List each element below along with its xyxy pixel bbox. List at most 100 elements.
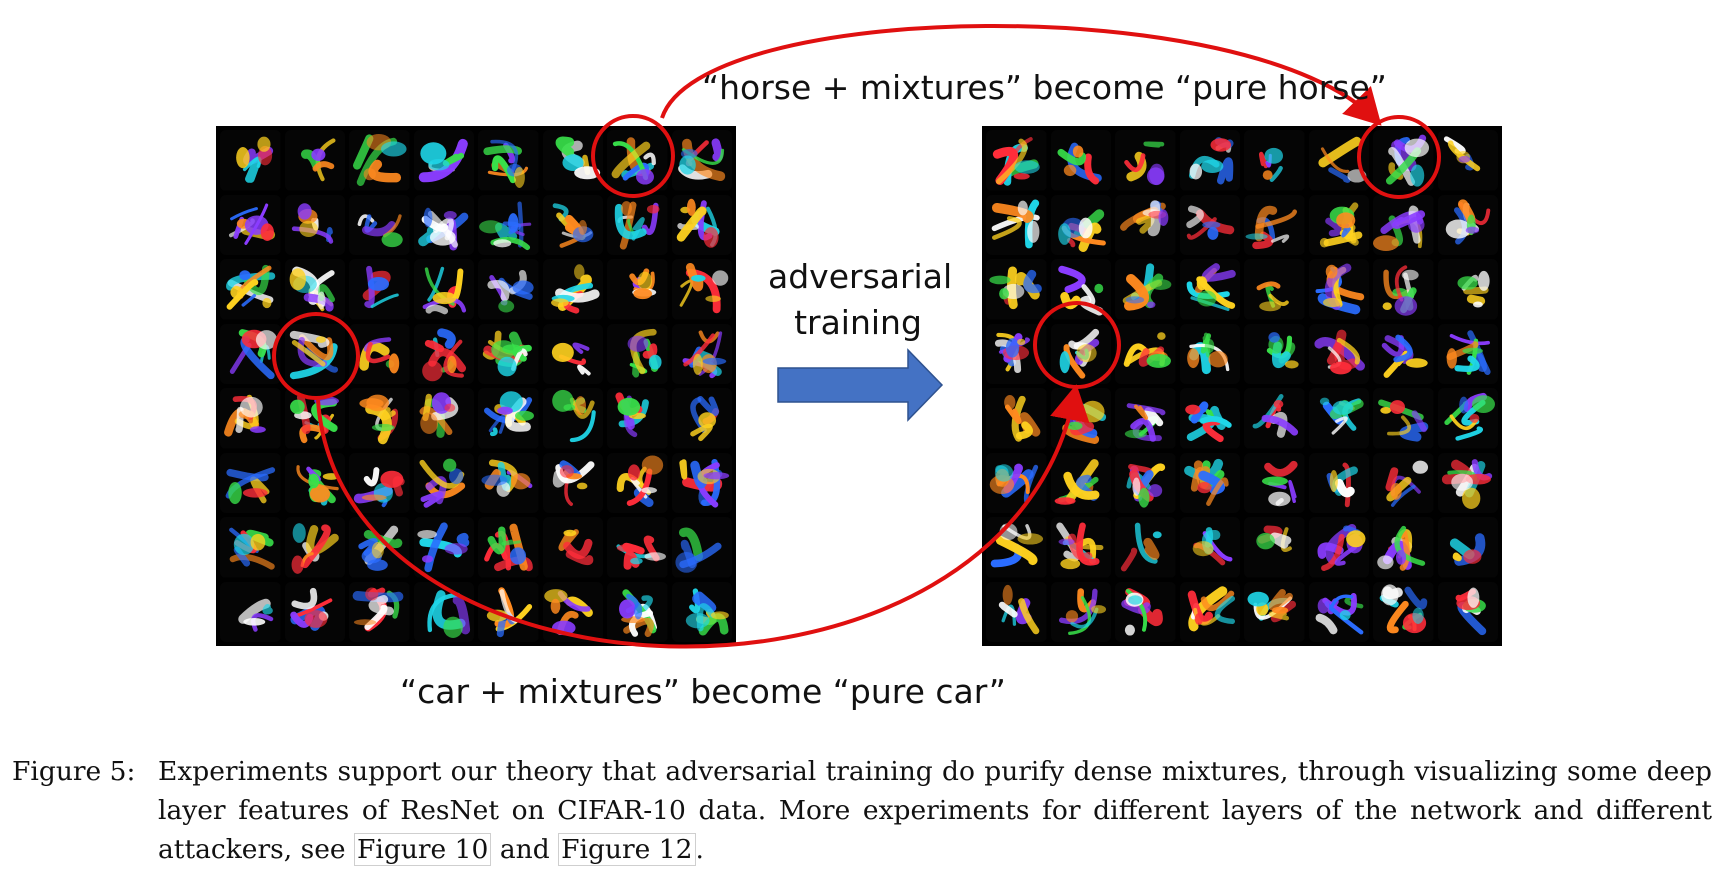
before-feature-pattern: [413, 130, 474, 191]
before-feature-pattern: [478, 194, 539, 255]
after-feature-tile: [1373, 452, 1434, 513]
after-feature-pattern: [1050, 517, 1111, 578]
before-feature-tile: [220, 388, 281, 449]
before-feature-tile: [413, 452, 474, 513]
before-feature-pattern: [413, 452, 474, 513]
after-feature-tile: [1179, 194, 1240, 255]
after-feature-tile: [1244, 323, 1305, 384]
caption-end: .: [695, 834, 704, 865]
after-feature-pattern: [1244, 452, 1305, 513]
after-feature-tile: [1308, 517, 1369, 578]
before-feature-pattern: [542, 517, 603, 578]
after-feature-pattern: [1308, 388, 1369, 449]
before-feature-tile: [478, 388, 539, 449]
after-feature-pattern: [1179, 581, 1240, 642]
figure-10-link[interactable]: Figure 10: [354, 833, 492, 866]
before-feature-pattern: [220, 388, 281, 449]
after-feature-pattern: [1050, 194, 1111, 255]
before-feature-tile: [542, 259, 603, 320]
after-feature-tile: [1244, 388, 1305, 449]
before-feature-tile: [607, 517, 668, 578]
before-feature-pattern: [607, 194, 668, 255]
after-feature-pattern: [1179, 388, 1240, 449]
after-feature-pattern: [1437, 452, 1498, 513]
before-feature-tile: [478, 194, 539, 255]
before-feature-pattern: [607, 388, 668, 449]
before-feature-tile: [220, 323, 281, 384]
after-feature-tile: [1244, 452, 1305, 513]
before-feature-pattern: [220, 259, 281, 320]
before-feature-pattern: [349, 452, 410, 513]
after-feature-tile: [1437, 581, 1498, 642]
after-feature-pattern: [1244, 130, 1305, 191]
after-feature-tile: [1050, 452, 1111, 513]
before-feature-tile: [284, 452, 345, 513]
after-feature-pattern: [1179, 323, 1240, 384]
before-feature-pattern: [413, 581, 474, 642]
before-feature-tile: [607, 194, 668, 255]
after-feature-pattern: [1308, 452, 1369, 513]
after-feature-pattern: [986, 581, 1047, 642]
before-feature-pattern: [607, 259, 668, 320]
before-feature-pattern: [478, 388, 539, 449]
after-feature-tile: [1308, 194, 1369, 255]
after-feature-pattern: [1437, 130, 1498, 191]
before-feature-pattern: [671, 517, 732, 578]
caption-connector: and: [499, 834, 550, 865]
before-feature-pattern: [607, 323, 668, 384]
after-feature-tile: [986, 259, 1047, 320]
caption-text: Experiments support our theory that adve…: [158, 756, 1712, 865]
after-feature-pattern: [1115, 130, 1176, 191]
figure-12-link[interactable]: Figure 12: [558, 833, 696, 866]
before-feature-pattern: [220, 581, 281, 642]
before-feature-pattern: [413, 259, 474, 320]
after-feature-tile: [1050, 323, 1111, 384]
before-feature-tile: [671, 581, 732, 642]
after-feature-tile: [1308, 388, 1369, 449]
after-feature-tile: [1373, 581, 1434, 642]
after-feature-pattern: [1373, 194, 1434, 255]
after-feature-tile: [1244, 517, 1305, 578]
after-feature-tile: [1437, 194, 1498, 255]
after-feature-tile: [1179, 323, 1240, 384]
after-feature-tile: [1244, 581, 1305, 642]
after-feature-tile: [1115, 581, 1176, 642]
car-curve-arrow: [316, 384, 1090, 649]
after-feature-tile: [1115, 194, 1176, 255]
after-feature-pattern: [1115, 517, 1176, 578]
after-feature-tile: [1437, 452, 1498, 513]
before-feature-pattern: [542, 388, 603, 449]
before-feature-tile: [349, 259, 410, 320]
before-feature-pattern: [413, 194, 474, 255]
after-feature-pattern: [986, 130, 1047, 191]
before-feature-tile: [671, 130, 732, 191]
after-feature-tile: [1050, 517, 1111, 578]
before-feature-pattern: [542, 194, 603, 255]
before-feature-tile: [542, 388, 603, 449]
before-feature-pattern: [478, 517, 539, 578]
before-feature-pattern: [220, 194, 281, 255]
after-feature-pattern: [1373, 581, 1434, 642]
before-feature-tile: [349, 517, 410, 578]
after-feature-tile: [1050, 581, 1111, 642]
before-feature-tile: [478, 323, 539, 384]
after-feature-tile: [1179, 581, 1240, 642]
after-feature-pattern: [1244, 259, 1305, 320]
after-feature-pattern: [986, 194, 1047, 255]
before-feature-pattern: [284, 130, 345, 191]
before-feature-tile: [220, 194, 281, 255]
after-feature-pattern: [1437, 323, 1498, 384]
before-feature-tile: [671, 194, 732, 255]
before-feature-tile: [349, 130, 410, 191]
after-feature-tile: [1115, 517, 1176, 578]
after-feature-tile: [1179, 130, 1240, 191]
after-feature-tile: [1244, 130, 1305, 191]
after-feature-pattern: [1373, 323, 1434, 384]
before-feature-tile: [349, 194, 410, 255]
before-feature-tile: [478, 259, 539, 320]
before-feature-pattern: [220, 452, 281, 513]
after-feature-pattern: [1244, 581, 1305, 642]
before-feature-tile: [220, 517, 281, 578]
highlight-circle-car-after: [1033, 301, 1121, 389]
after-feature-tile: [986, 581, 1047, 642]
